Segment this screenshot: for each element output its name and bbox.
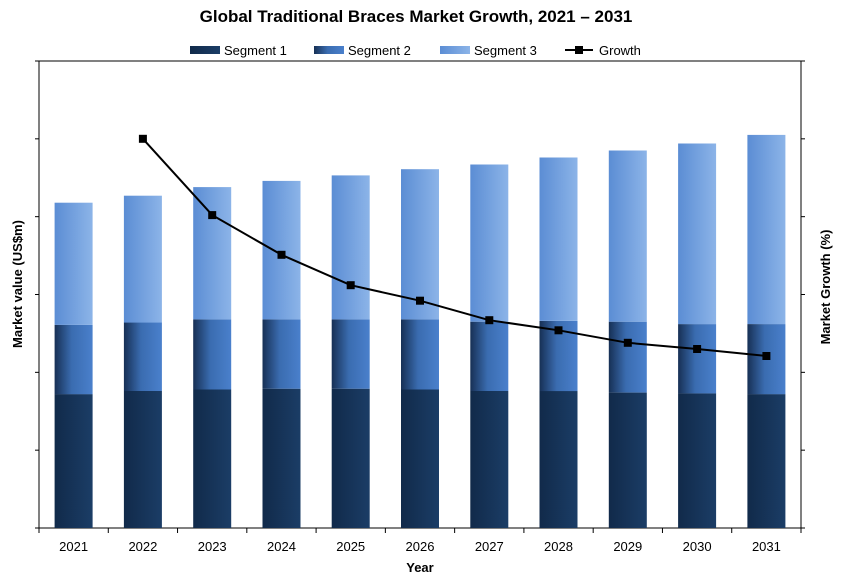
growth-series-line	[142, 138, 767, 357]
legend-item-1: Segment 1	[190, 43, 287, 58]
bar-2-2024	[262, 319, 301, 389]
growth-point-2024	[277, 250, 286, 259]
legend-label: Growth	[599, 43, 641, 58]
x-tick-label-2027: 2027	[475, 539, 504, 554]
growth-point-2025	[346, 281, 355, 290]
bar-2-2025	[331, 319, 370, 389]
bar-1-2021	[54, 394, 93, 528]
bar-2-2022	[123, 322, 162, 391]
growth-point-2026	[416, 296, 424, 305]
legend-item-3: Segment 3	[440, 43, 537, 58]
x-tick-label-2026: 2026	[406, 539, 435, 554]
legend-item-4: Growth	[565, 43, 641, 58]
bar-1-2023	[193, 389, 232, 528]
bar-2-2030	[678, 324, 717, 394]
legend-label: Segment 3	[474, 43, 537, 58]
x-tick-label-2031: 2031	[752, 539, 781, 554]
x-tick-label-2023: 2023	[198, 539, 227, 554]
bar-1-2024	[262, 388, 301, 528]
bar-2-2021	[54, 324, 93, 395]
bar-3-2029	[608, 150, 647, 322]
y2-axis-title: Market Growth (%)	[818, 230, 833, 345]
x-tick-label-2030: 2030	[683, 539, 712, 554]
bar-3-2028	[539, 157, 578, 321]
legend-swatch	[440, 46, 470, 54]
x-tick-label-2025: 2025	[336, 539, 365, 554]
x-tick-label-2028: 2028	[544, 539, 573, 554]
legend-label: Segment 2	[348, 43, 411, 58]
bar-1-2027	[470, 391, 509, 528]
x-axis-title: Year	[406, 560, 433, 575]
growth-point-2022	[138, 134, 147, 143]
x-tick-label-2024: 2024	[267, 539, 296, 554]
bar-1-2030	[678, 393, 717, 528]
bar-3-2024	[262, 180, 301, 320]
x-tick-label-2022: 2022	[128, 539, 157, 554]
growth-point-2029	[623, 338, 632, 347]
bar-2-2023	[193, 319, 232, 390]
bar-1-2031	[747, 394, 786, 528]
x-tick-label-2029: 2029	[613, 539, 642, 554]
bar-3-2027	[470, 164, 509, 322]
bars	[54, 134, 786, 528]
growth-point-2023	[208, 211, 217, 220]
legend-label: Segment 1	[224, 43, 287, 58]
legend-swatch	[314, 46, 344, 54]
growth-point-2031	[762, 352, 771, 360]
bar-3-2030	[678, 143, 717, 325]
legend: Segment 1 Segment 2 Segment 3 Growth	[190, 43, 641, 58]
bar-1-2028	[539, 391, 578, 528]
bar-3-2031	[747, 134, 786, 324]
growth-point-2028	[554, 326, 563, 335]
bar-2-2029	[608, 321, 647, 393]
y-axis-title: Market value (US$m)	[10, 220, 25, 348]
bar-2-2026	[401, 319, 439, 390]
legend-item-2: Segment 2	[314, 43, 411, 58]
bar-2-2027	[470, 321, 509, 391]
growth-point-2027	[485, 316, 494, 325]
bar-3-2026	[401, 169, 439, 320]
bar-1-2029	[608, 392, 647, 528]
growth-line	[138, 134, 771, 360]
bar-3-2025	[331, 175, 370, 320]
x-tick-label-2021: 2021	[59, 539, 88, 554]
axes: 2021 2022 2023 2024 2025 2026 2027 2028 2029 2030…	[35, 60, 805, 554]
bar-1-2022	[123, 391, 162, 528]
bar-3-2023	[193, 187, 232, 320]
bar-1-2025	[331, 388, 370, 528]
legend-swatch	[190, 46, 220, 54]
chart-title: Global Traditional Braces Market Growth,…	[200, 7, 633, 26]
bar-3-2021	[54, 202, 93, 325]
bar-3-2022	[123, 195, 162, 323]
growth-point-2030	[693, 345, 702, 353]
legend-swatch-marker	[575, 46, 583, 54]
bar-1-2026	[401, 389, 439, 528]
